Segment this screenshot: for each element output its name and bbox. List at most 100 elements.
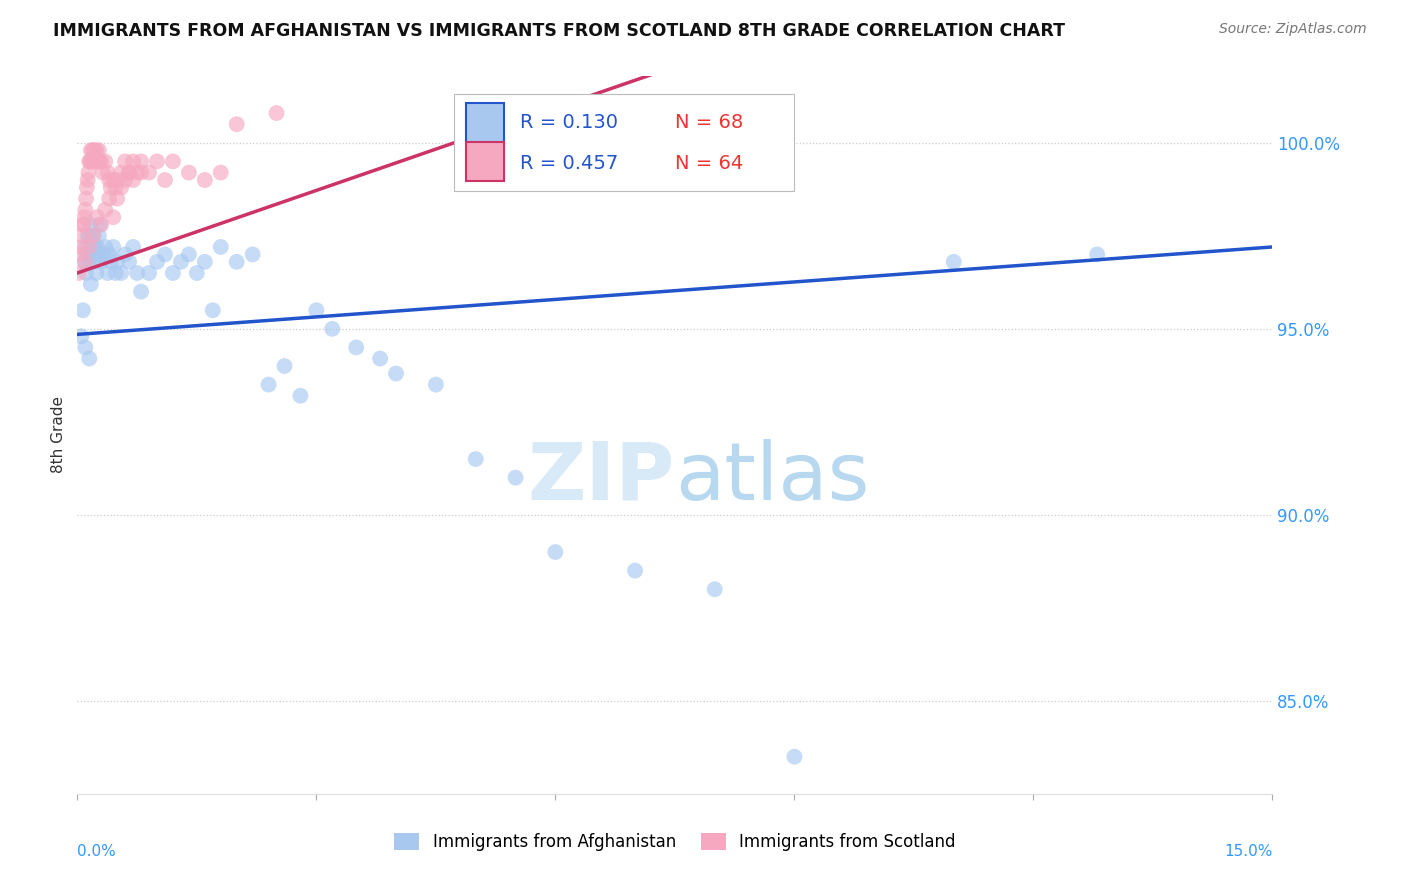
Point: [79, 154, 101, 169]
Point: [76, 247, 98, 261]
Point: [105, 173, 128, 187]
Point: [86, 210, 108, 224]
Point: [75, 192, 97, 206]
Point: [77, 255, 100, 269]
Point: [110, 165, 132, 179]
Point: [94, 154, 117, 169]
Point: [79, 154, 101, 169]
Point: [69, 247, 91, 261]
Point: [91, 165, 114, 179]
Point: [83, 240, 105, 254]
Point: [91, 247, 114, 261]
Point: [90, 218, 112, 232]
Point: [1085, 247, 1108, 261]
Point: [129, 285, 152, 299]
Point: [257, 377, 280, 392]
Text: atlas: atlas: [675, 439, 869, 517]
Text: 0.0%: 0.0%: [77, 844, 117, 859]
Point: [425, 377, 447, 392]
Point: [225, 117, 247, 131]
Legend: Immigrants from Afghanistan, Immigrants from Scotland: Immigrants from Afghanistan, Immigrants …: [388, 826, 962, 857]
Point: [90, 154, 112, 169]
Point: [153, 247, 176, 261]
Point: [103, 210, 124, 224]
Y-axis label: 8th Grade: 8th Grade: [51, 396, 66, 474]
Point: [114, 247, 136, 261]
Point: [83, 154, 105, 169]
Point: [98, 247, 121, 261]
Point: [162, 154, 184, 169]
Point: [79, 240, 101, 254]
Text: ZIP: ZIP: [527, 439, 675, 517]
Point: [73, 255, 96, 269]
Point: [73, 218, 96, 232]
Point: [177, 247, 200, 261]
Point: [194, 173, 217, 187]
Point: [162, 266, 184, 280]
Point: [70, 228, 93, 243]
FancyBboxPatch shape: [465, 142, 503, 181]
Point: [290, 389, 312, 403]
Point: [127, 165, 149, 179]
Point: [118, 165, 141, 179]
Point: [67, 266, 90, 280]
Point: [90, 255, 112, 269]
Point: [80, 247, 103, 261]
Point: [86, 240, 108, 254]
Text: 15.0%: 15.0%: [1225, 844, 1272, 859]
Point: [89, 154, 111, 169]
Point: [273, 359, 295, 373]
Point: [86, 143, 108, 157]
Point: [84, 154, 107, 169]
Point: [104, 266, 127, 280]
Point: [82, 228, 104, 243]
Point: [70, 240, 93, 254]
Point: [105, 192, 128, 206]
Point: [94, 240, 117, 254]
Text: Source: ZipAtlas.com: Source: ZipAtlas.com: [1219, 22, 1367, 37]
Point: [385, 367, 408, 381]
Point: [79, 351, 101, 366]
Point: [129, 154, 152, 169]
Text: N = 64: N = 64: [675, 154, 744, 173]
FancyBboxPatch shape: [454, 94, 794, 191]
Point: [75, 255, 97, 269]
Point: [114, 154, 136, 169]
Point: [505, 470, 527, 484]
Text: R = 0.130: R = 0.130: [520, 113, 617, 132]
Point: [97, 165, 120, 179]
Point: [83, 255, 105, 269]
Point: [79, 228, 101, 243]
Point: [89, 218, 111, 232]
Point: [103, 240, 124, 254]
Point: [104, 180, 127, 194]
Point: [82, 228, 104, 243]
Point: [72, 303, 94, 318]
Point: [118, 255, 141, 269]
Text: IMMIGRANTS FROM AFGHANISTAN VS IMMIGRANTS FROM SCOTLAND 8TH GRADE CORRELATION CH: IMMIGRANTS FROM AFGHANISTAN VS IMMIGRANT…: [53, 22, 1066, 40]
Point: [118, 165, 141, 179]
Point: [127, 266, 149, 280]
Point: [77, 165, 100, 179]
Text: R = 0.457: R = 0.457: [520, 154, 617, 173]
Point: [153, 173, 176, 187]
Point: [305, 303, 328, 318]
Point: [94, 202, 117, 217]
Point: [114, 173, 136, 187]
Point: [225, 255, 247, 269]
Point: [80, 277, 103, 292]
Point: [110, 266, 132, 280]
Point: [138, 266, 160, 280]
Point: [242, 247, 264, 261]
FancyBboxPatch shape: [465, 103, 503, 143]
Point: [75, 202, 97, 217]
Point: [266, 106, 288, 120]
Point: [76, 228, 98, 243]
Point: [75, 340, 97, 354]
Point: [87, 228, 110, 243]
Point: [82, 154, 104, 169]
Point: [209, 165, 232, 179]
Point: [138, 165, 160, 179]
Point: [100, 255, 122, 269]
Point: [703, 582, 725, 597]
